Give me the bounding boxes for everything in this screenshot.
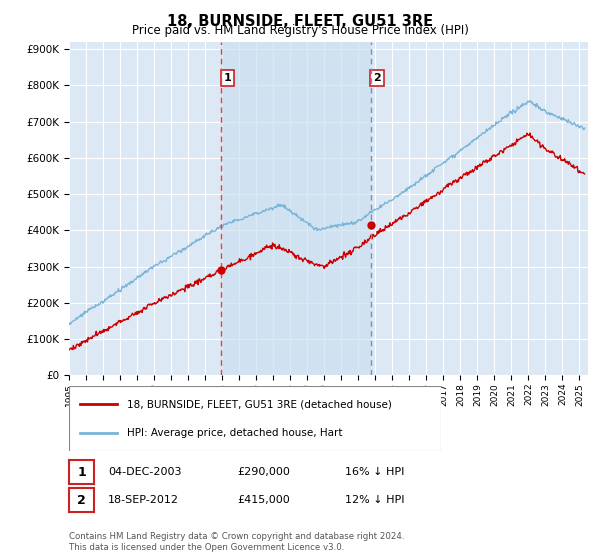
Text: 18, BURNSIDE, FLEET, GU51 3RE: 18, BURNSIDE, FLEET, GU51 3RE (167, 14, 433, 29)
FancyBboxPatch shape (69, 386, 441, 451)
Text: £290,000: £290,000 (237, 466, 290, 477)
Text: 18, BURNSIDE, FLEET, GU51 3RE (detached house): 18, BURNSIDE, FLEET, GU51 3RE (detached … (127, 399, 392, 409)
Text: HPI: Average price, detached house, Hart: HPI: Average price, detached house, Hart (127, 428, 342, 438)
Text: 2: 2 (373, 73, 381, 83)
Text: 1: 1 (77, 465, 86, 479)
Text: 2: 2 (77, 493, 86, 507)
Bar (221, 42, 371, 375)
Text: 18-SEP-2012: 18-SEP-2012 (108, 494, 179, 505)
Text: 04-DEC-2003: 04-DEC-2003 (108, 466, 182, 477)
Text: 16% ↓ HPI: 16% ↓ HPI (345, 466, 404, 477)
Text: 12% ↓ HPI: 12% ↓ HPI (345, 494, 404, 505)
Text: Price paid vs. HM Land Registry's House Price Index (HPI): Price paid vs. HM Land Registry's House … (131, 24, 469, 37)
Text: £415,000: £415,000 (237, 494, 290, 505)
Text: 1: 1 (223, 73, 231, 83)
Text: Contains HM Land Registry data © Crown copyright and database right 2024.
This d: Contains HM Land Registry data © Crown c… (69, 532, 404, 552)
